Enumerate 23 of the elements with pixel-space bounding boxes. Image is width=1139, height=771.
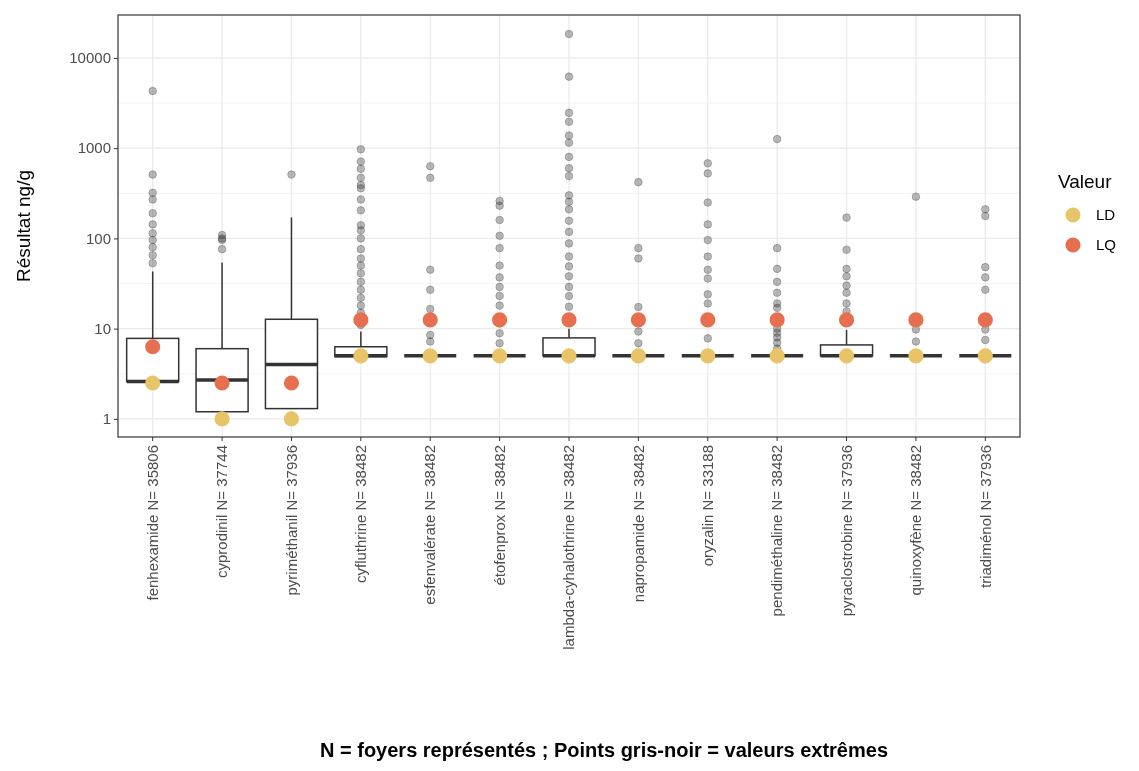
x-tick-label: esfenvalérate N= 38482 — [421, 445, 439, 605]
legend-label: LQ — [1096, 236, 1117, 254]
y-tick-label: 10 — [94, 319, 111, 337]
y-tick-label: 100 — [85, 229, 111, 247]
y-axis-title: Résultat ng/g — [13, 170, 34, 282]
x-tick-label: quinoxyfène N= 38482 — [907, 445, 925, 596]
x-tick-label: oryzalin N= 33188 — [699, 445, 717, 567]
y-tick-label: 1000 — [77, 139, 111, 157]
x-tick-label: pyriméthanil N= 37936 — [282, 445, 300, 596]
x-tick-label: cyfluthrine N= 38482 — [352, 445, 370, 584]
x-tick-label: étofenprox N= 38482 — [490, 445, 508, 586]
y-tick-label: 10000 — [69, 49, 111, 67]
text: N = foyers représentés ; Points gris-noir = valeurs extrêmes — [319, 739, 889, 761]
legend-title: Valeur — [1058, 171, 1113, 192]
x-tick-label: pendiméthaline N= 38482 — [768, 445, 786, 617]
x-tick-label: triadiménol N= 37936 — [976, 445, 994, 589]
x-tick-label: fenhexamide N= 35806 — [143, 445, 161, 601]
legend-label: LD — [1096, 206, 1116, 224]
x-tick-label: napropamide N= 38482 — [629, 445, 647, 603]
x-tick-label: cyprodinil N= 37744 — [213, 445, 231, 579]
x-tick-label: pyraclostrobine N= 37936 — [837, 445, 855, 617]
x-tick-label: lambda-cyhalothrine N= 38482 — [560, 445, 578, 650]
y-tick-label: 1 — [102, 410, 111, 428]
